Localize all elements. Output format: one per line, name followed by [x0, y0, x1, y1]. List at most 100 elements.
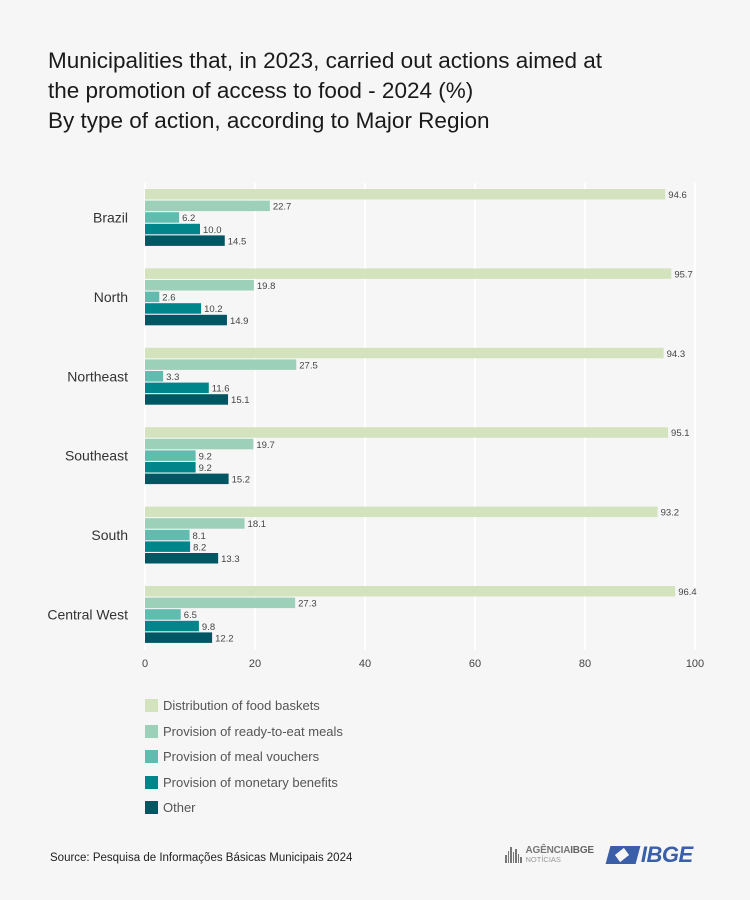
data-label: 22.7: [273, 202, 292, 213]
legend-label: Distribution of food baskets: [163, 698, 320, 714]
source-note: Source: Pesquisa de Informações Básicas …: [50, 852, 353, 864]
data-label: 93.2: [661, 508, 680, 519]
bar: [145, 291, 160, 303]
data-label: 9.8: [202, 622, 215, 633]
x-tick-label: 80: [579, 658, 591, 670]
bar: [145, 371, 164, 382]
data-label: 6.2: [182, 213, 195, 224]
data-label: 10.2: [204, 304, 223, 315]
data-label: 94.3: [667, 349, 686, 360]
data-label: 3.3: [166, 372, 179, 383]
bar: [145, 541, 191, 552]
category-label: North: [94, 289, 128, 305]
legend-label: Provision of meal vouchers: [163, 749, 320, 765]
category-label: Southeast: [65, 448, 128, 464]
bar: [145, 268, 672, 279]
data-label: 8.1: [193, 531, 206, 542]
bar: [145, 438, 254, 450]
bar: [145, 597, 296, 609]
data-label: 19.7: [256, 440, 275, 451]
bar: [145, 235, 225, 246]
legend-swatch: [145, 750, 158, 764]
bar: [145, 529, 190, 541]
legend-item: Provision of meal vouchers: [145, 744, 343, 770]
bar-group: 96.4 27.3 6.5 9.812.2: [145, 586, 697, 644]
category-label: South: [91, 527, 128, 543]
data-label: 94.6: [668, 190, 687, 201]
bar: [145, 200, 270, 212]
data-label: 2.6: [162, 293, 175, 304]
agencia-ibge-text: IBGE: [570, 845, 594, 856]
x-tick-label: 40: [359, 658, 371, 670]
x-axis-ticks: 0 20 40 60 80 100: [142, 658, 704, 670]
data-label: 9.2: [199, 463, 212, 474]
noticias-text: NOTÍCIAS: [525, 855, 561, 864]
bar: [145, 620, 199, 632]
data-label: 95.1: [671, 428, 690, 439]
title-line-2: the promotion of access to food - 2024 (…: [48, 78, 474, 103]
bar: [145, 394, 229, 405]
legend-label: Other: [163, 800, 196, 816]
ibge-logo: IBGE: [605, 842, 693, 868]
ibge-mark-icon: [605, 846, 641, 864]
legend-swatch: [145, 724, 158, 738]
bar-group: 93.2 18.1 8.18.2 13.3: [145, 506, 680, 565]
logos: AGÊNCIAIBGE NOTÍCIAS IBGE: [505, 842, 693, 868]
bar-chart: 94.6 22.7 6.2 10.0 14.5 95.7 19.8 2.6 10.2 14.9 94…: [47, 189, 705, 670]
data-label: 14.9: [230, 316, 249, 327]
data-label: 10.0: [203, 225, 222, 236]
data-label: 9.2: [199, 451, 212, 462]
data-label: 6.5: [184, 610, 197, 621]
bar: [145, 223, 200, 235]
data-label: 11.6: [212, 384, 230, 395]
bar: [145, 280, 254, 291]
data-label: 14.5: [228, 236, 247, 247]
category-label: Central West: [47, 606, 128, 622]
legend-item: Distribution of food baskets: [145, 693, 343, 719]
legend-item: Provision of monetary benefits: [145, 770, 343, 796]
legend-label: Provision of ready-to-eat meals: [163, 723, 343, 739]
bar: [145, 473, 229, 485]
bars: 94.6 22.7 6.2 10.0 14.5 95.7 19.8 2.6 10.2 14.9 94…: [145, 189, 697, 644]
bar: [145, 518, 245, 529]
legend-item: Provision of ready-to-eat meals: [145, 719, 343, 745]
bar: [145, 314, 227, 326]
x-tick-label: 60: [469, 658, 481, 670]
data-label: 15.1: [231, 395, 250, 406]
legend-item: Other: [145, 795, 343, 821]
bar-group: 94.3 27.5 3.3 11.615.1: [145, 347, 686, 406]
data-label: 18.1: [248, 519, 266, 530]
data-label: 27.3: [298, 599, 317, 610]
bar-group: 95.7 19.8 2.6 10.2 14.9: [145, 268, 693, 327]
bar: [145, 553, 219, 564]
data-label: 15.2: [232, 475, 251, 486]
x-tick-label: 0: [142, 658, 148, 670]
bar: [145, 586, 676, 597]
data-label: 27.5: [299, 360, 318, 371]
agencia-ibge-logo: AGÊNCIAIBGE NOTÍCIAS: [505, 846, 594, 864]
category-label: Northeast: [67, 368, 128, 384]
bar: [145, 303, 202, 314]
legend-label: Provision of monetary benefits: [163, 774, 338, 790]
bar: [145, 427, 669, 438]
title-line-1: Municipalities that, in 2023, carried ou…: [48, 48, 603, 73]
agencia-bars-icon: [505, 847, 523, 863]
legend-swatch: [145, 801, 158, 815]
data-label: 13.3: [221, 554, 240, 565]
title-line-3: By type of action, according to Major Re…: [48, 108, 490, 133]
bar: [145, 462, 196, 473]
legend-swatch: [145, 699, 158, 713]
bar: [145, 212, 180, 223]
category-labels: Brazil North Northeast Southeast South Centra…: [47, 209, 128, 622]
bar-group: 95.1 19.7 9.29.2 15.2: [145, 427, 690, 486]
bar: [145, 359, 297, 370]
ibge-logo-text: IBGE: [640, 842, 693, 867]
data-label: 12.2: [215, 633, 234, 644]
data-label: 8.2: [193, 542, 206, 553]
x-tick-label: 20: [249, 658, 261, 670]
bar: [145, 450, 196, 461]
bar: [145, 609, 181, 620]
x-tick-label: 100: [686, 658, 704, 670]
data-label: 19.8: [257, 281, 276, 292]
data-label: 95.7: [674, 269, 693, 280]
